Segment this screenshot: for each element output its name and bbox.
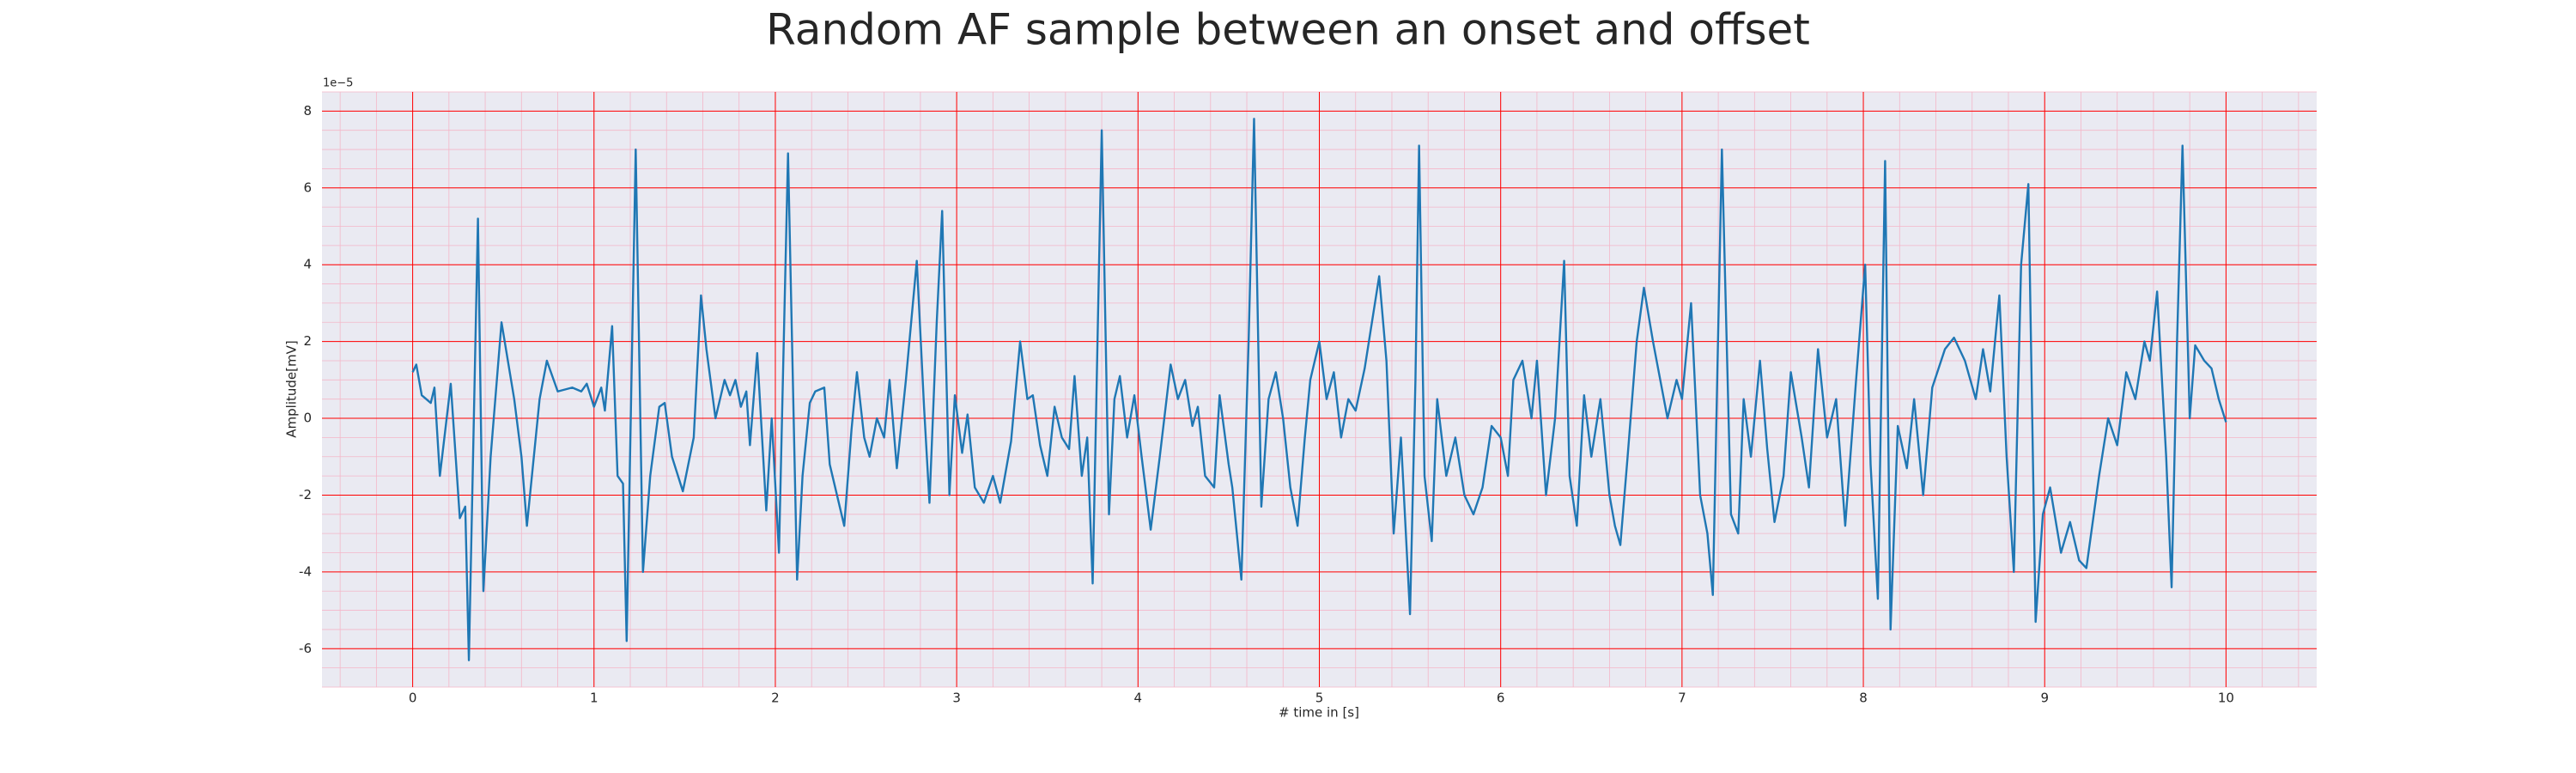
y-tick-label: 8 <box>303 103 312 119</box>
signal-line <box>411 118 2227 661</box>
x-tick-label: 10 <box>2218 691 2234 706</box>
x-tick-label: 6 <box>1497 691 1505 706</box>
x-tick-label: 2 <box>771 691 780 706</box>
x-tick-label: 3 <box>952 691 961 706</box>
x-tick-label: 5 <box>1315 691 1324 706</box>
x-tick-label: 9 <box>2040 691 2049 706</box>
x-tick-label: 1 <box>590 691 598 706</box>
x-tick-label: 7 <box>1678 691 1686 706</box>
y-tick-label: -2 <box>299 487 312 502</box>
y-tick-label: -6 <box>299 641 312 656</box>
x-tick-label: 4 <box>1134 691 1143 706</box>
x-tick-label: 0 <box>409 691 417 706</box>
y-tick-label: 4 <box>303 257 312 272</box>
y-tick-label: -4 <box>299 563 312 579</box>
chart-title: Random AF sample between an onset and of… <box>766 5 1810 55</box>
y-tick-label: 2 <box>303 333 312 349</box>
y-axis-label: Amplitude[mV] <box>284 340 300 437</box>
x-axis-label: # time in [s] <box>1279 705 1359 721</box>
x-tick-label: 8 <box>1859 691 1868 706</box>
y-tick-label: 6 <box>303 180 312 195</box>
y-tick-label: 0 <box>303 411 312 426</box>
y-offset-label: 1e−5 <box>323 77 353 90</box>
